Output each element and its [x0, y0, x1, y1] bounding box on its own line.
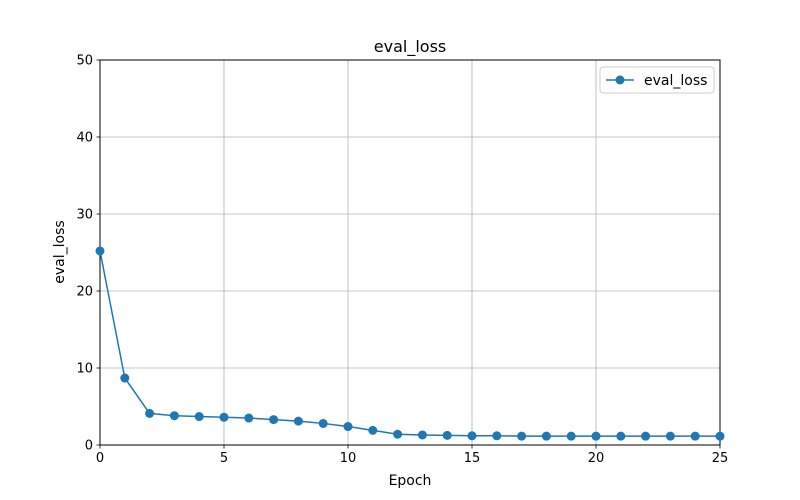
data-point	[517, 431, 527, 441]
data-point	[120, 373, 130, 383]
data-point	[169, 411, 179, 421]
y-tick-label: 20	[76, 285, 93, 300]
legend: eval_loss	[599, 66, 715, 94]
data-point	[492, 431, 502, 441]
x-tick-label: 5	[220, 451, 228, 466]
y-tick-label: 0	[85, 439, 93, 454]
axis-ticks: 0 5 10 15 20 25 0 10 20 30 40 50	[76, 54, 728, 467]
data-point	[343, 422, 353, 432]
grid	[99, 59, 721, 446]
data-point	[641, 431, 651, 441]
x-tick-label: 25	[712, 451, 729, 466]
data-point	[417, 430, 427, 440]
data-point	[665, 431, 675, 441]
legend-point-marker	[615, 75, 625, 85]
data-point	[368, 425, 378, 435]
data-point	[690, 431, 700, 441]
data-point	[566, 431, 576, 441]
data-point	[393, 429, 403, 439]
data-point	[442, 430, 452, 440]
data-point	[194, 412, 204, 422]
data-point	[145, 408, 155, 418]
data-point	[293, 416, 303, 426]
data-point	[591, 431, 601, 441]
y-axis-label: eval_loss	[52, 220, 68, 283]
data-point	[269, 415, 279, 425]
x-axis-label: Epoch	[389, 473, 432, 489]
data-point	[95, 246, 105, 256]
data-point	[715, 431, 725, 441]
legend-box	[599, 66, 715, 94]
chart-title: eval_loss	[374, 37, 446, 57]
series-layer	[95, 246, 725, 441]
y-tick-label: 30	[76, 208, 93, 223]
x-tick-label: 0	[96, 451, 104, 466]
x-tick-label: 15	[464, 451, 481, 466]
x-tick-label: 20	[588, 451, 605, 466]
data-point	[467, 431, 477, 441]
data-point	[616, 431, 626, 441]
data-point	[244, 413, 254, 423]
data-point	[318, 418, 328, 428]
y-tick-label: 40	[76, 131, 93, 146]
data-point	[219, 412, 229, 422]
data-point	[541, 431, 551, 441]
x-tick-label: 10	[340, 451, 357, 466]
legend-label: eval_loss	[644, 73, 707, 89]
y-tick-label: 10	[76, 362, 93, 377]
y-tick-label: 50	[76, 54, 93, 69]
